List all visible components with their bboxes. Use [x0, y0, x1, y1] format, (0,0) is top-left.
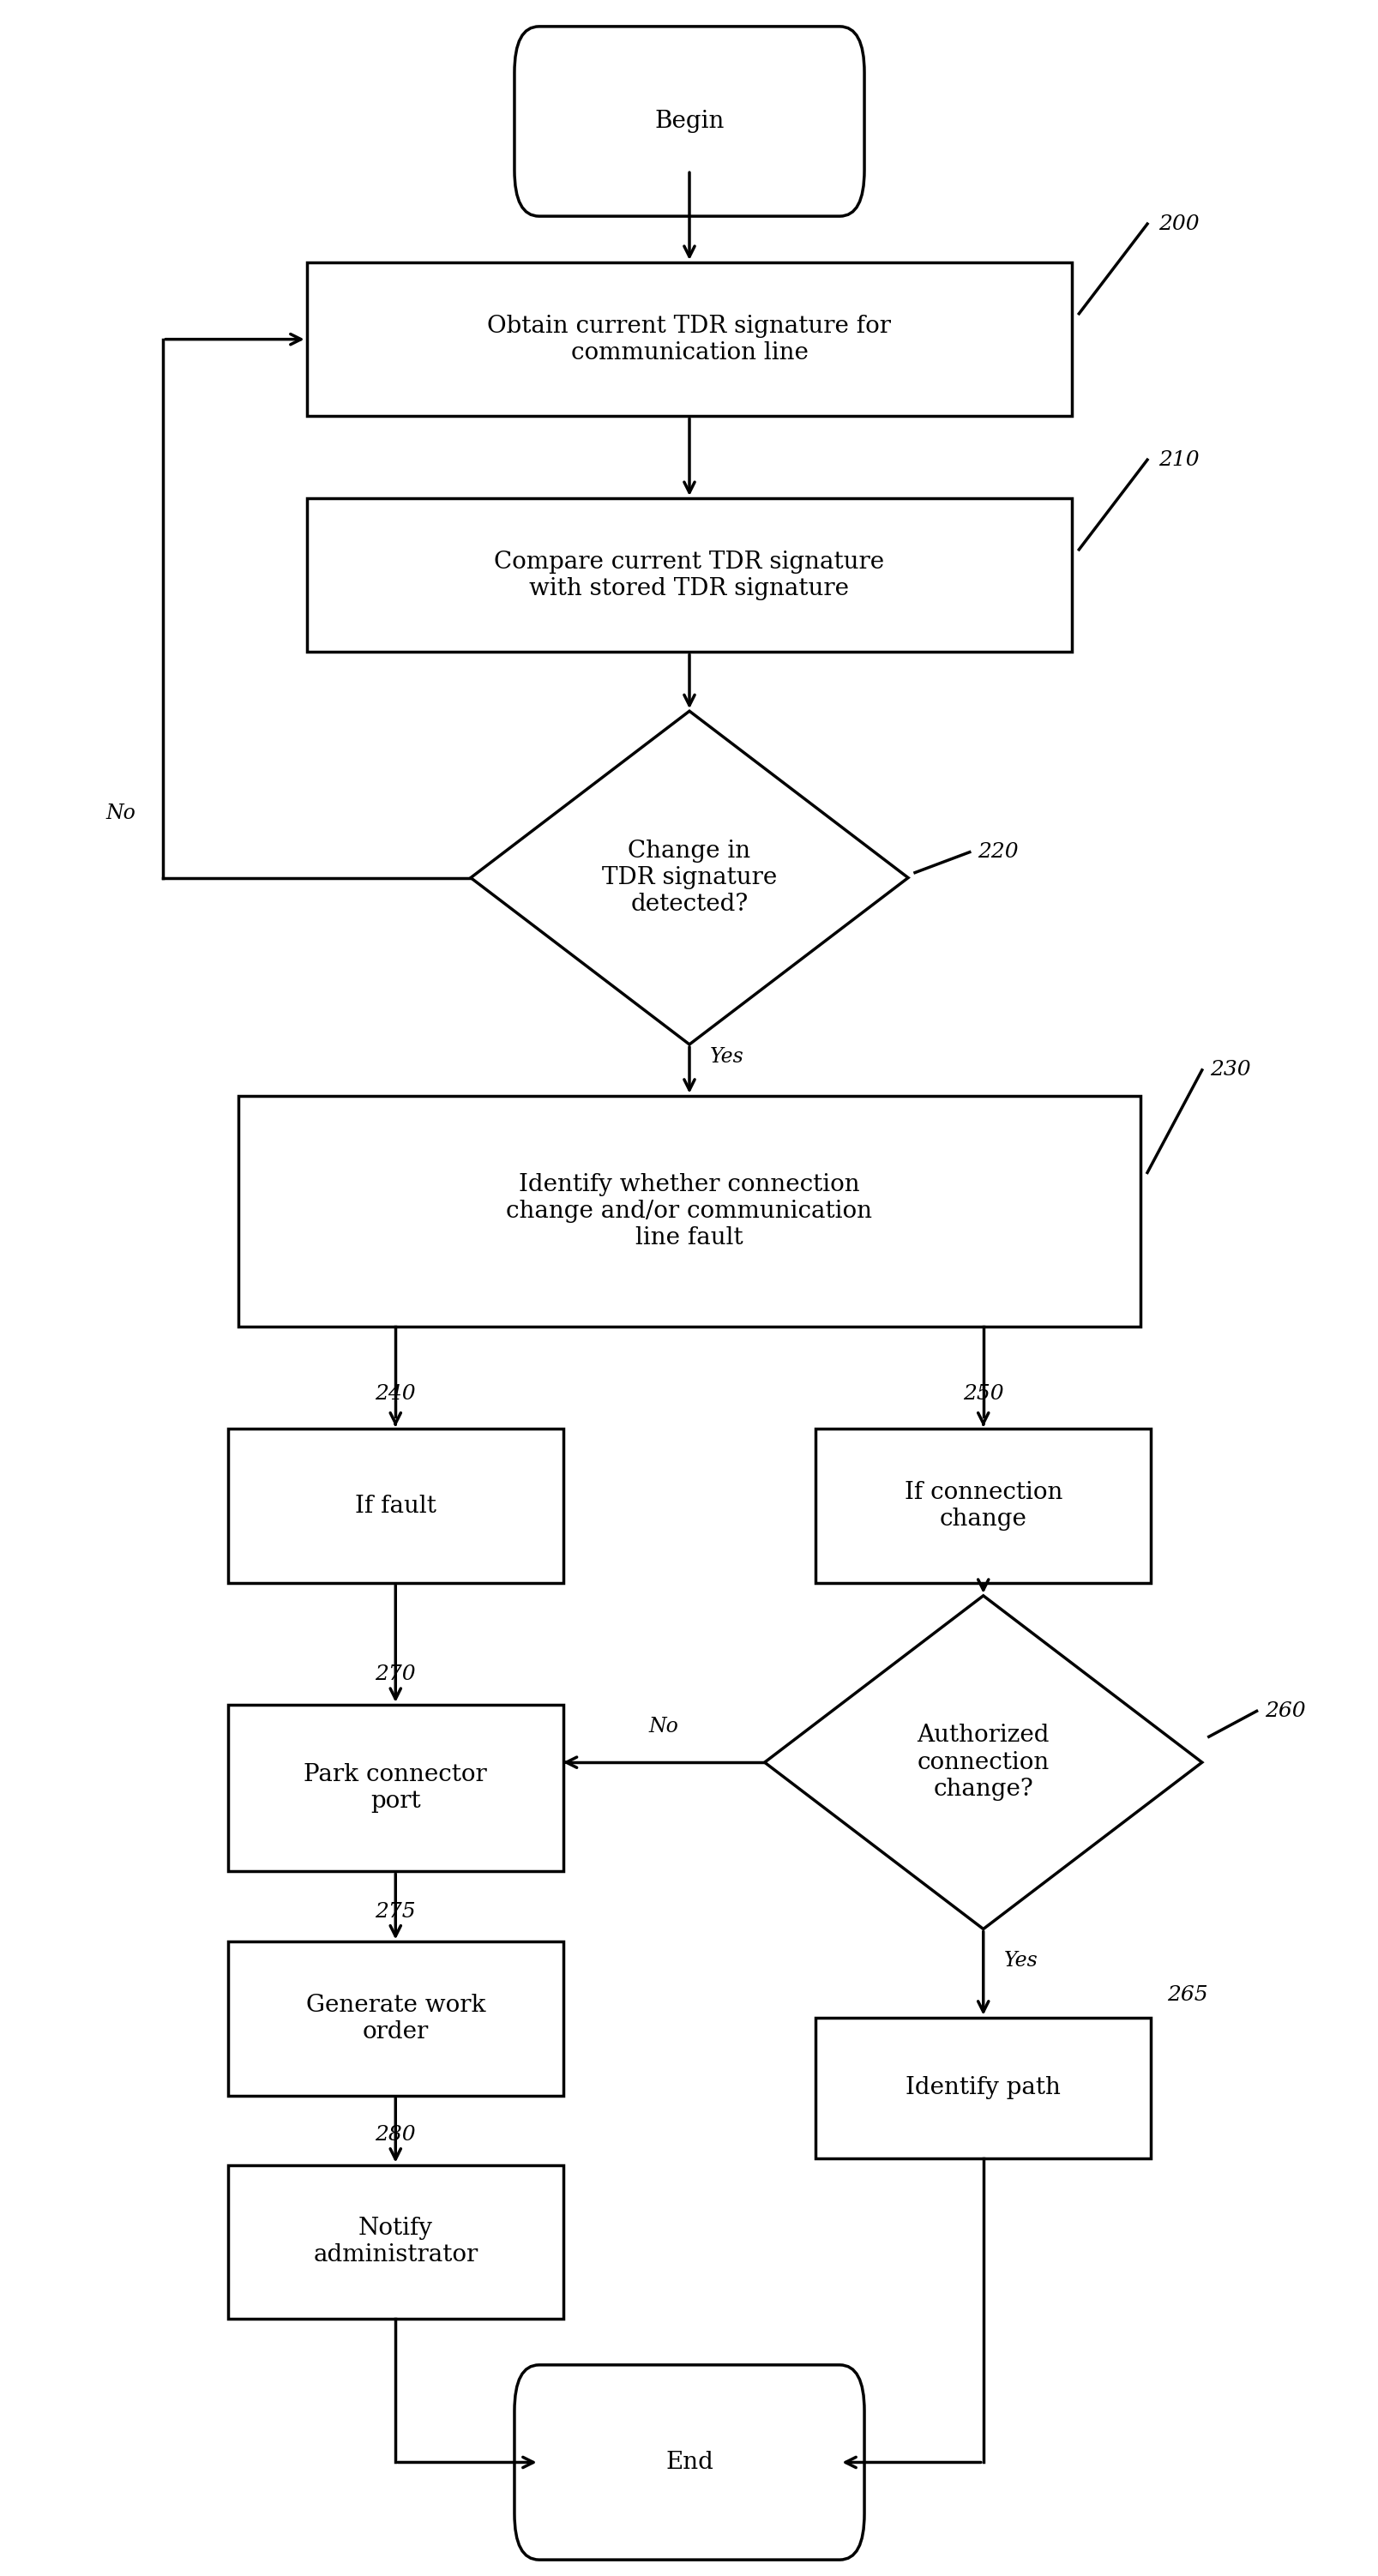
- Text: 230: 230: [1210, 1061, 1250, 1079]
- Text: Compare current TDR signature
with stored TDR signature: Compare current TDR signature with store…: [493, 551, 885, 600]
- Bar: [227, 1705, 562, 1870]
- Text: 265: 265: [1166, 1986, 1207, 2004]
- Bar: [227, 2164, 562, 2318]
- Text: Identify path: Identify path: [905, 2076, 1060, 2099]
- Bar: [816, 2017, 1151, 2159]
- Text: Authorized
connection
change?: Authorized connection change?: [916, 1723, 1049, 1801]
- Text: Change in
TDR signature
detected?: Change in TDR signature detected?: [601, 840, 777, 917]
- Text: 240: 240: [375, 1383, 416, 1404]
- Bar: [306, 263, 1072, 417]
- Bar: [227, 1430, 562, 1582]
- Bar: [227, 1942, 562, 2097]
- Text: Identify whether connection
change and/or communication
line fault: Identify whether connection change and/o…: [506, 1172, 872, 1249]
- Text: Obtain current TDR signature for
communication line: Obtain current TDR signature for communi…: [488, 314, 890, 363]
- Text: 280: 280: [375, 2125, 416, 2143]
- Text: Yes: Yes: [710, 1048, 744, 1066]
- Text: If connection
change: If connection change: [904, 1481, 1061, 1530]
- Text: Notify
administrator: Notify administrator: [313, 2218, 478, 2267]
- Text: End: End: [666, 2450, 712, 2473]
- Text: If fault: If fault: [354, 1494, 435, 1517]
- Text: No: No: [649, 1718, 678, 1736]
- Text: Generate work
order: Generate work order: [306, 1994, 485, 2043]
- Bar: [306, 497, 1072, 652]
- Text: 200: 200: [1158, 214, 1199, 234]
- Text: 270: 270: [375, 1664, 416, 1685]
- Text: 260: 260: [1264, 1700, 1305, 1721]
- Text: 220: 220: [977, 842, 1018, 863]
- Bar: [238, 1095, 1140, 1327]
- Text: Park connector
port: Park connector port: [303, 1762, 486, 1814]
- FancyBboxPatch shape: [514, 26, 864, 216]
- FancyBboxPatch shape: [514, 2365, 864, 2561]
- Polygon shape: [765, 1595, 1202, 1929]
- Text: Yes: Yes: [1003, 1950, 1038, 1971]
- Bar: [816, 1430, 1151, 1582]
- Text: 275: 275: [375, 1901, 416, 1922]
- Text: 210: 210: [1158, 451, 1199, 469]
- Text: 250: 250: [962, 1383, 1003, 1404]
- Polygon shape: [470, 711, 908, 1043]
- Text: No: No: [106, 804, 135, 824]
- Text: Begin: Begin: [655, 111, 723, 134]
